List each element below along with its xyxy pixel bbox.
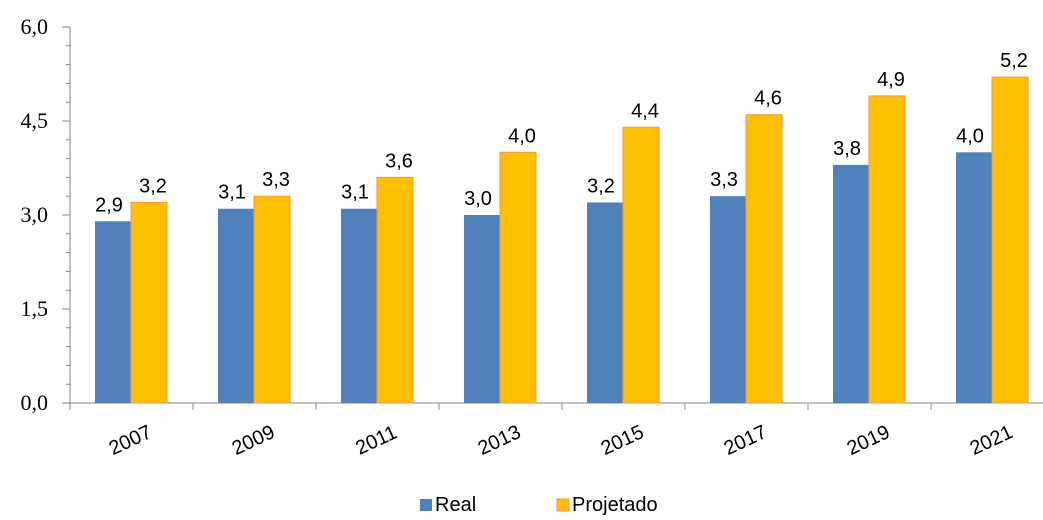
data-label: 4,6 xyxy=(754,88,782,110)
data-label: 4,0 xyxy=(956,125,984,147)
bar-projetado-2011 xyxy=(376,176,414,404)
x-tick-label: 2019 xyxy=(844,421,894,460)
bar-real-2011 xyxy=(341,208,377,403)
bar-real-2017 xyxy=(710,196,746,403)
x-tick-label: 2021 xyxy=(967,421,1017,460)
data-label: 3,6 xyxy=(385,150,413,172)
x-tick-label: 2017 xyxy=(721,421,771,460)
bar-real-2009 xyxy=(218,208,254,403)
data-label: 3,2 xyxy=(139,175,167,197)
data-label: 3,3 xyxy=(262,169,290,191)
data-label: 3,0 xyxy=(464,188,492,210)
bar-projetado-2021 xyxy=(991,76,1029,404)
x-tick-label: 2007 xyxy=(106,421,156,460)
legend: Real Projetado xyxy=(420,494,658,516)
y-tick-label: 4,5 xyxy=(21,108,49,133)
data-label: 3,2 xyxy=(587,175,615,197)
legend-label-projetado: Projetado xyxy=(572,494,658,516)
bar-projetado-2009 xyxy=(253,195,291,404)
bar-projetado-2013 xyxy=(499,151,537,404)
bar-real-2013 xyxy=(464,215,500,403)
x-axis: 2007 2009 2011 2013 2015 2017 2019 2021 xyxy=(69,402,1043,460)
x-tick-label: 2013 xyxy=(475,421,525,460)
bar-real-2007 xyxy=(95,221,131,403)
data-label: 4,9 xyxy=(877,69,905,91)
data-label: 2,9 xyxy=(95,194,123,216)
x-tick-label: 2009 xyxy=(229,421,279,460)
data-label: 3,8 xyxy=(833,138,861,160)
bars xyxy=(95,76,1029,404)
x-tick-label: 2011 xyxy=(352,422,400,460)
legend-swatch-real xyxy=(420,499,432,511)
bar-projetado-2017 xyxy=(745,114,783,404)
bar-real-2021 xyxy=(956,152,992,403)
data-label: 3,1 xyxy=(341,182,369,204)
y-tick-label: 6,0 xyxy=(21,14,49,39)
x-tick-label: 2015 xyxy=(598,421,648,460)
y-axis: 0,0 1,5 3,0 4,5 6,0 xyxy=(21,14,71,415)
data-label: 3,3 xyxy=(710,169,738,191)
data-label: 3,1 xyxy=(218,182,246,204)
y-tick-label: 3,0 xyxy=(21,202,49,227)
bar-real-2015 xyxy=(587,202,623,403)
bar-projetado-2019 xyxy=(868,95,906,404)
bar-projetado-2007 xyxy=(130,201,168,404)
data-labels: 2,9 3,2 3,1 3,3 3,1 3,6 3,0 4,0 3,2 4,4 3,3 4,6 3,8 4… xyxy=(95,50,1028,216)
data-label: 5,2 xyxy=(1000,50,1028,72)
bar-real-2019 xyxy=(833,164,869,403)
y-tick-label: 1,5 xyxy=(21,296,49,321)
bar-projetado-2015 xyxy=(622,126,660,404)
y-tick-label: 0,0 xyxy=(21,390,49,415)
legend-label-real: Real xyxy=(435,494,476,516)
data-label: 4,4 xyxy=(631,100,659,122)
legend-swatch-projetado xyxy=(556,498,570,512)
data-label: 4,0 xyxy=(508,125,536,147)
